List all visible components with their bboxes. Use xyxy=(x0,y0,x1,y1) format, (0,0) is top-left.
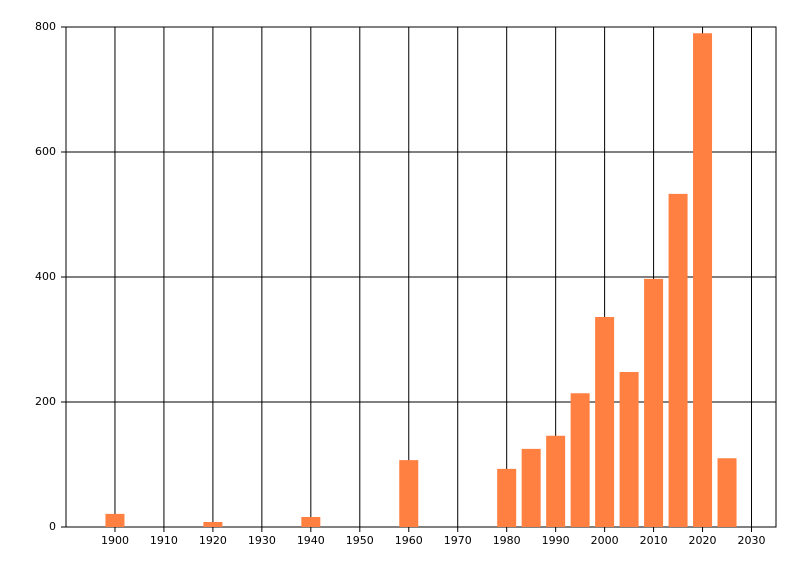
bar xyxy=(619,372,639,527)
bar xyxy=(203,522,223,527)
bar xyxy=(717,458,737,527)
bar xyxy=(521,448,541,527)
bar xyxy=(301,517,321,527)
x-tick-label: 2010 xyxy=(640,534,668,547)
y-tick-label: 0 xyxy=(49,520,56,533)
x-tick-label: 2020 xyxy=(689,534,717,547)
bar xyxy=(595,317,615,527)
bar xyxy=(497,468,517,527)
y-tick-label: 400 xyxy=(35,270,56,283)
x-tick-label: 1980 xyxy=(493,534,521,547)
x-tick-label: 1930 xyxy=(248,534,276,547)
bar xyxy=(399,460,419,527)
x-tick-label: 1970 xyxy=(444,534,472,547)
x-tick-label: 1900 xyxy=(101,534,129,547)
y-tick-label: 200 xyxy=(35,395,56,408)
bar xyxy=(105,513,125,527)
x-tick-label: 1920 xyxy=(199,534,227,547)
x-tick-label: 1940 xyxy=(297,534,325,547)
x-tick-label: 2030 xyxy=(738,534,766,547)
bar xyxy=(570,393,590,527)
x-tick-label: 1950 xyxy=(346,534,374,547)
bar xyxy=(668,193,688,527)
y-tick-label: 600 xyxy=(35,145,56,158)
x-tick-label: 1960 xyxy=(395,534,423,547)
bar xyxy=(546,435,566,527)
x-tick-label: 1910 xyxy=(150,534,178,547)
x-tick-label: 1990 xyxy=(542,534,570,547)
y-tick-label: 800 xyxy=(35,20,56,33)
x-tick-label: 2000 xyxy=(591,534,619,547)
bar xyxy=(693,33,713,527)
bar xyxy=(644,278,664,527)
